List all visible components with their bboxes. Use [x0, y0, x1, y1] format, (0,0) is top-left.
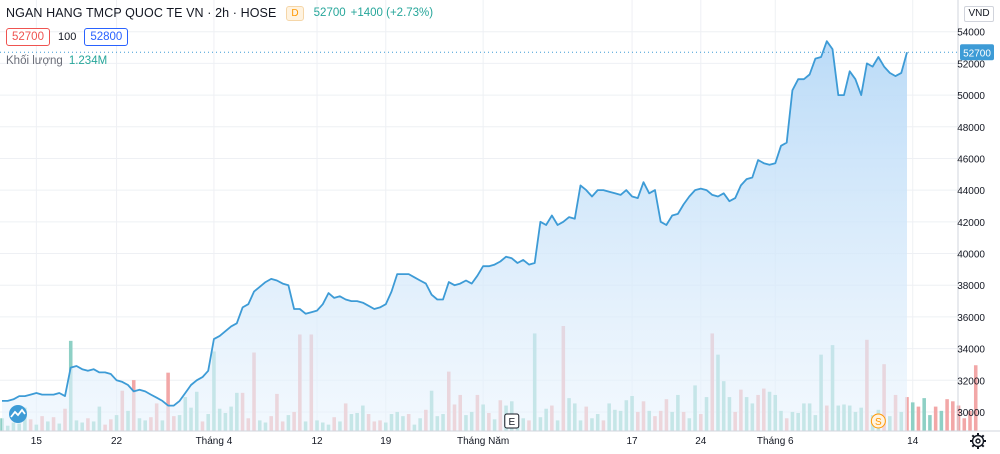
dividend-marker-label: S	[875, 417, 882, 428]
volume-bar	[951, 401, 955, 431]
y-tick-label: 34000	[957, 345, 985, 356]
volume-bar	[973, 365, 978, 431]
x-tick-label: 17	[627, 436, 639, 447]
y-tick-label: 42000	[957, 218, 985, 229]
volume-bar	[945, 399, 949, 431]
price-area-fill	[2, 41, 907, 431]
last-price: 52700	[313, 7, 346, 19]
x-tick-label: Tháng 4	[196, 436, 233, 447]
volume-bar	[956, 405, 961, 431]
volume-value: 1.234M	[68, 55, 108, 67]
volume-bar	[962, 418, 967, 431]
volume-bar	[166, 372, 170, 431]
chart-legend: NGAN HANG TMCP QUOC TE VN · 2h · HOSE D …	[6, 4, 433, 70]
y-tick-label: 32000	[957, 376, 985, 387]
chart-logo-icon[interactable]	[6, 404, 30, 424]
y-tick-label: 48000	[957, 123, 985, 134]
volume-bar	[0, 418, 4, 431]
price-tag-bg	[960, 44, 994, 61]
y-tick-label: 38000	[957, 281, 985, 292]
y-tick-label: 40000	[957, 250, 985, 261]
currency-button[interactable]: VND	[964, 6, 994, 22]
y-tick-label: 30000	[957, 408, 985, 419]
x-tick-label: 14	[907, 436, 919, 447]
y-tick-label: 52000	[957, 59, 985, 70]
earnings-marker-label: E	[508, 417, 515, 428]
volume-bar	[910, 402, 915, 431]
volume-bar	[933, 406, 938, 431]
price-line	[2, 40, 908, 407]
symbol-title[interactable]: NGAN HANG TMCP QUOC TE VN · 2h · HOSE	[6, 6, 277, 20]
price-tag-label: 52700	[963, 48, 991, 59]
y-tick-label: 50000	[957, 91, 985, 102]
volume-bar	[916, 406, 921, 431]
price-change: +1400 (+2.73%)	[350, 7, 434, 19]
volume-bar	[922, 398, 926, 431]
ask-price-box[interactable]: 52800	[84, 28, 129, 46]
bid-price-box[interactable]: 52700	[6, 28, 50, 46]
volume-label: Khối lượng	[6, 55, 63, 67]
settings-gear-icon[interactable]	[968, 431, 988, 451]
x-tick-label: Tháng Năm	[457, 436, 509, 447]
volume-bar	[939, 410, 944, 431]
dividend-marker[interactable]	[870, 413, 886, 429]
x-tick-label: 12	[311, 436, 323, 447]
volume-bar	[928, 415, 932, 431]
y-tick-label: 46000	[957, 154, 985, 165]
x-tick-label: 15	[31, 436, 43, 447]
grid-lines	[0, 0, 958, 431]
x-tick-label: 19	[380, 436, 392, 447]
x-tick-label: Tháng 6	[757, 436, 794, 447]
y-tick-label: 36000	[957, 313, 985, 324]
spread-value: 100	[57, 31, 77, 43]
interval-badge[interactable]: D	[286, 5, 304, 21]
price-area	[2, 40, 908, 431]
y-tick-label: 44000	[957, 186, 985, 197]
x-tick-label: 24	[695, 436, 707, 447]
x-tick-label: 22	[111, 436, 123, 447]
earnings-marker[interactable]	[504, 413, 520, 429]
y-tick-label: 54000	[957, 28, 985, 39]
volume-bar	[968, 410, 972, 431]
